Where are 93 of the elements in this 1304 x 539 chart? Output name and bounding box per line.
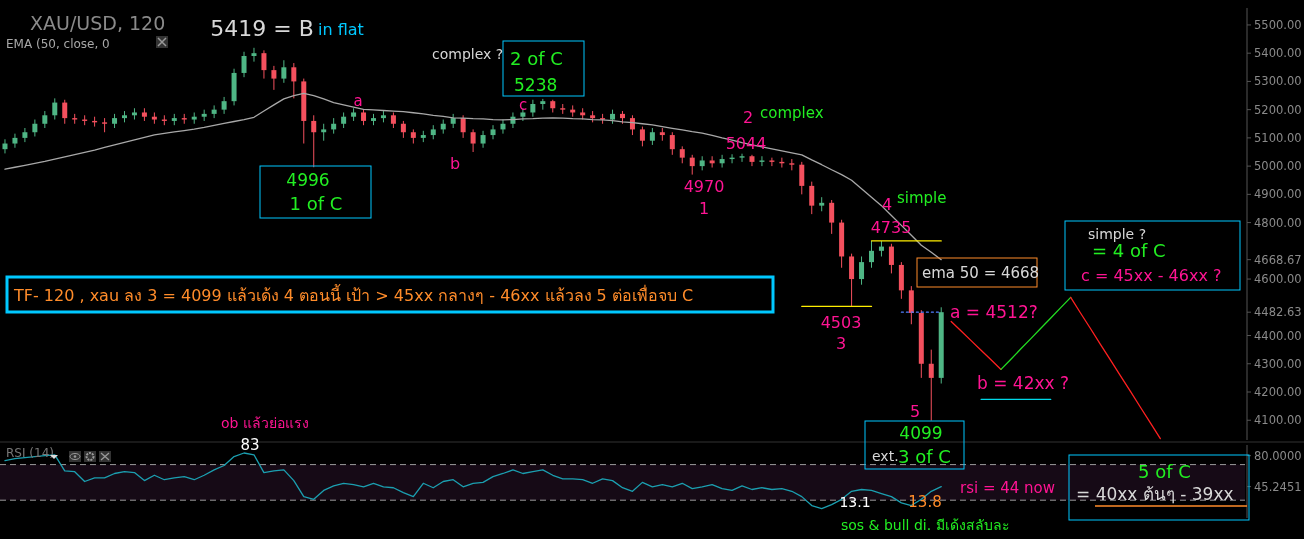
candlestick bbox=[271, 65, 277, 91]
annotation: 4970 bbox=[683, 177, 725, 196]
y-tick-label: 5400.00 bbox=[1254, 46, 1302, 61]
candlestick bbox=[32, 119, 38, 137]
y-tick-label: 4800.00 bbox=[1254, 215, 1302, 230]
line-series bbox=[1070, 296, 1161, 440]
candlestick bbox=[859, 255, 865, 286]
candlestick bbox=[281, 59, 287, 84]
annotation: complex bbox=[760, 104, 824, 122]
candlestick bbox=[251, 47, 257, 63]
annotation: a bbox=[353, 92, 363, 110]
y-tick-label: 4900.00 bbox=[1254, 187, 1302, 202]
candlestick bbox=[490, 124, 496, 140]
annotation: ext. bbox=[872, 448, 899, 464]
candlestick bbox=[311, 114, 317, 168]
y-tick-label: 4600.00 bbox=[1254, 272, 1302, 287]
annotation: c bbox=[518, 96, 528, 114]
y-tick-label: 5000.00 bbox=[1254, 159, 1302, 174]
y-tick-label: 4400.00 bbox=[1254, 328, 1302, 343]
annotation: 4996 bbox=[286, 170, 330, 190]
y-tick-label: 4300.00 bbox=[1254, 356, 1302, 371]
candlestick bbox=[62, 99, 68, 125]
candlestick bbox=[739, 153, 745, 163]
candlestick bbox=[759, 155, 765, 167]
annotation: rsi = 44 now bbox=[960, 479, 1056, 497]
annotation: b = 42xx ? bbox=[977, 373, 1070, 393]
candlestick bbox=[719, 154, 725, 169]
candlestick bbox=[241, 51, 247, 78]
y-tick-label: 4482.63 bbox=[1254, 305, 1302, 320]
annotation: simple bbox=[897, 189, 947, 207]
annotation: 5 of C bbox=[1138, 461, 1191, 482]
candlestick bbox=[530, 99, 536, 118]
y-tick-label: 4668.67 bbox=[1254, 252, 1302, 267]
annotation: a = 4512? bbox=[950, 302, 1038, 322]
candlestick bbox=[869, 240, 874, 269]
candlestick bbox=[928, 349, 934, 422]
annotation: TF- 120 , xau ลง 3 = 4099 แล้วเด้ง 4 ตอนนี้ เป้า > 45xx กลางๆ - 46xx แล้วลง 5 ต่อเพื่อจบ C bbox=[13, 284, 694, 305]
y-tick-label: 4200.00 bbox=[1254, 385, 1302, 400]
annotation: 4 bbox=[881, 195, 893, 214]
candlestick bbox=[888, 243, 894, 274]
annotation: = 40xx ต้นๆ - 39xx bbox=[1076, 484, 1234, 504]
annotation: 3 of C bbox=[898, 446, 951, 467]
annotation: sos & bull di. มีเด้งสลับละ bbox=[841, 517, 1010, 533]
y-tick-label: 4100.00 bbox=[1254, 413, 1302, 428]
annotation: 2 of C bbox=[510, 48, 563, 69]
candlestick bbox=[12, 133, 18, 149]
annotation: simple ? bbox=[1088, 226, 1147, 242]
annotation: 2 bbox=[742, 108, 754, 127]
annotation: 1 bbox=[698, 199, 710, 218]
annotation: 1 of C bbox=[289, 193, 343, 214]
annotation: 13.1 bbox=[839, 494, 871, 510]
annotation: 83 bbox=[240, 436, 260, 454]
candlestick bbox=[291, 62, 297, 99]
candlestick bbox=[799, 161, 805, 195]
annotation: in flat bbox=[318, 20, 364, 39]
annotation: complex ? bbox=[432, 46, 504, 62]
annotation: 5238 bbox=[514, 75, 558, 95]
candlestick bbox=[639, 126, 645, 147]
candlestick bbox=[908, 285, 914, 325]
annotation: 4503 bbox=[820, 313, 862, 332]
text: EMA (50, close, 0 bbox=[6, 37, 110, 51]
y-tick-label: 5200.00 bbox=[1254, 102, 1302, 117]
candlestick bbox=[809, 181, 815, 215]
candlestick bbox=[22, 127, 28, 143]
annotation: 3 bbox=[835, 334, 847, 353]
candlestick bbox=[221, 96, 227, 115]
y-tick-label: 5300.00 bbox=[1254, 74, 1302, 89]
candlestick bbox=[849, 253, 855, 307]
y-tick-label: 5100.00 bbox=[1254, 130, 1302, 145]
candlestick bbox=[709, 155, 715, 169]
candlestick bbox=[261, 49, 267, 80]
y-tick-label: 45.2451 bbox=[1254, 479, 1302, 494]
candlestick bbox=[211, 104, 217, 119]
annotation: b bbox=[449, 154, 461, 173]
y-tick-label: 80.0000 bbox=[1254, 448, 1302, 463]
candlestick bbox=[829, 199, 835, 235]
candlestick bbox=[669, 131, 675, 156]
annotation: ob แล้วย่อแรง bbox=[221, 415, 309, 431]
annotation: 4099 bbox=[899, 423, 943, 443]
candlestick bbox=[769, 157, 775, 167]
annotation: 13.8 bbox=[908, 493, 942, 511]
line-series bbox=[950, 320, 1002, 371]
candlestick bbox=[749, 154, 755, 167]
annotation: 5 bbox=[909, 402, 921, 421]
candlestick bbox=[460, 114, 466, 139]
candlestick bbox=[52, 97, 58, 121]
annotation: c = 45xx - 46xx ? bbox=[1081, 266, 1222, 285]
candlestick bbox=[480, 130, 486, 149]
candlestick bbox=[689, 154, 695, 176]
y-tick-label: 5500.00 bbox=[1254, 17, 1302, 32]
annotation: 5419 = B bbox=[210, 16, 314, 41]
chart-title: XAU/USD, 120 bbox=[30, 12, 166, 34]
candlestick bbox=[470, 128, 476, 153]
